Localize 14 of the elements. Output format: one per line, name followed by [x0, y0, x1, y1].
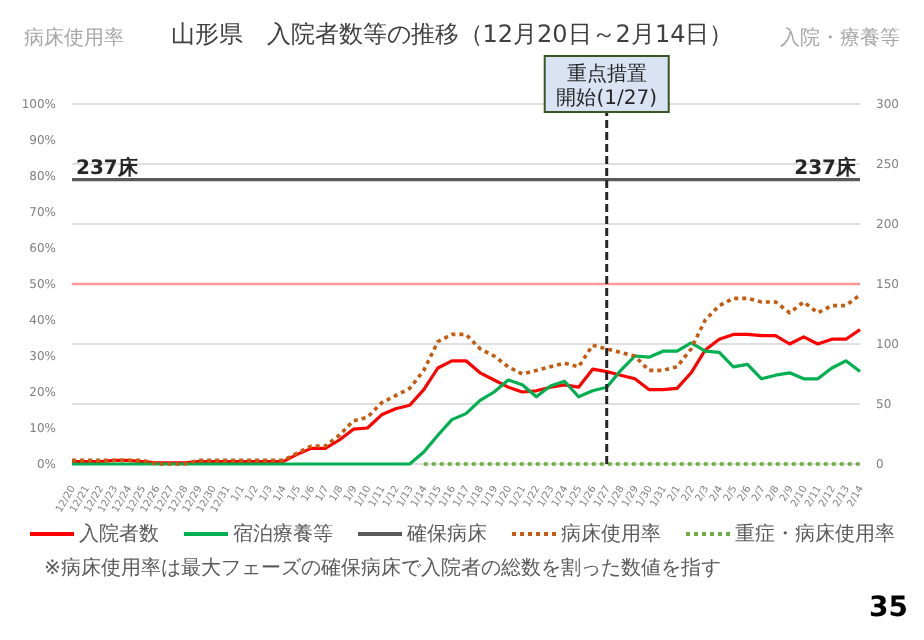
chart-title: 山形県 入院者数等の推移（12月20日～2月14日）	[170, 18, 734, 52]
line-series	[70, 293, 862, 466]
y2-axis-title: 入院・療養等	[779, 25, 900, 52]
data-label: 237床	[76, 155, 140, 180]
data-label: 237床	[794, 155, 858, 180]
legend-label: 病床使用率	[561, 521, 661, 548]
legend-label: 重症・病床使用率	[735, 521, 895, 548]
legend-label: 入院者数	[79, 521, 159, 548]
text: ※病床使用率は最大フェーズの確保病床で入院者の総数を割った数値を指す	[42, 555, 723, 582]
ref-line-label: 重点措置開始(1/27)	[556, 62, 658, 110]
y-axis-title: 病床使用率	[24, 25, 124, 52]
legend-label: 確保病床	[407, 521, 487, 548]
legend-label: 宿泊療養等	[233, 521, 333, 548]
text: 35	[869, 592, 908, 624]
